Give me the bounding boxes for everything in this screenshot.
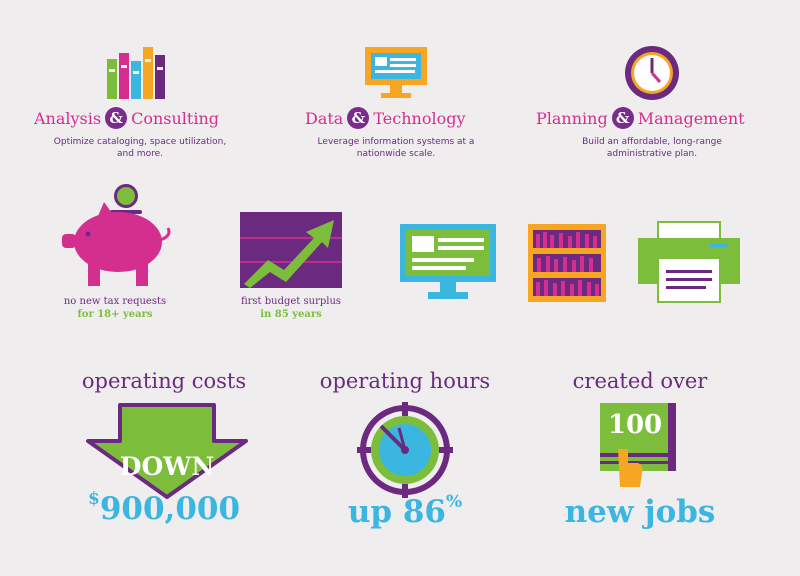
service-title-planning: Planning & Management xyxy=(536,107,745,129)
stat-heading-costs: operating costs xyxy=(81,369,247,393)
growth-chart-icon xyxy=(240,212,342,288)
piggy-bank-icon xyxy=(62,184,171,286)
clock-icon xyxy=(625,46,679,100)
service-desc-data: Leverage information systems at a nationw… xyxy=(317,137,475,159)
service-title-analysis: Analysis & Consulting xyxy=(34,107,219,129)
highlight-surplus-line1: first budget surplus xyxy=(240,296,342,307)
highlight-tax-line2: for 18+ years xyxy=(77,309,153,320)
printer-icon xyxy=(638,221,740,303)
stat-heading-hours: operating hours xyxy=(319,369,491,393)
highlight-surplus-line2: in 85 years xyxy=(260,309,322,320)
book-hand-icon xyxy=(600,403,676,487)
computer-icon xyxy=(400,224,496,299)
highlight-tax-line1: no new tax requests xyxy=(63,296,167,307)
stat-value-hours: up 86% xyxy=(347,492,463,530)
bookshelf-icon xyxy=(528,224,606,302)
books-icon xyxy=(107,47,165,99)
stat-heading-jobs: created over xyxy=(572,369,708,393)
service-desc-planning: Build an affordable, long-range administr… xyxy=(582,137,722,159)
clock-hours-icon xyxy=(357,402,453,498)
stat-value-jobs: new jobs xyxy=(564,494,716,530)
jobs-badge: 100 xyxy=(607,410,663,440)
service-desc-analysis: Optimize cataloging, space utilization, a… xyxy=(53,137,227,159)
monitor-icon xyxy=(365,47,427,98)
down-arrow-icon xyxy=(86,403,248,499)
service-title-data: Data & Technology xyxy=(305,107,466,129)
down-badge: DOWN xyxy=(119,452,215,481)
stat-value-costs: $900,000 xyxy=(87,489,241,527)
